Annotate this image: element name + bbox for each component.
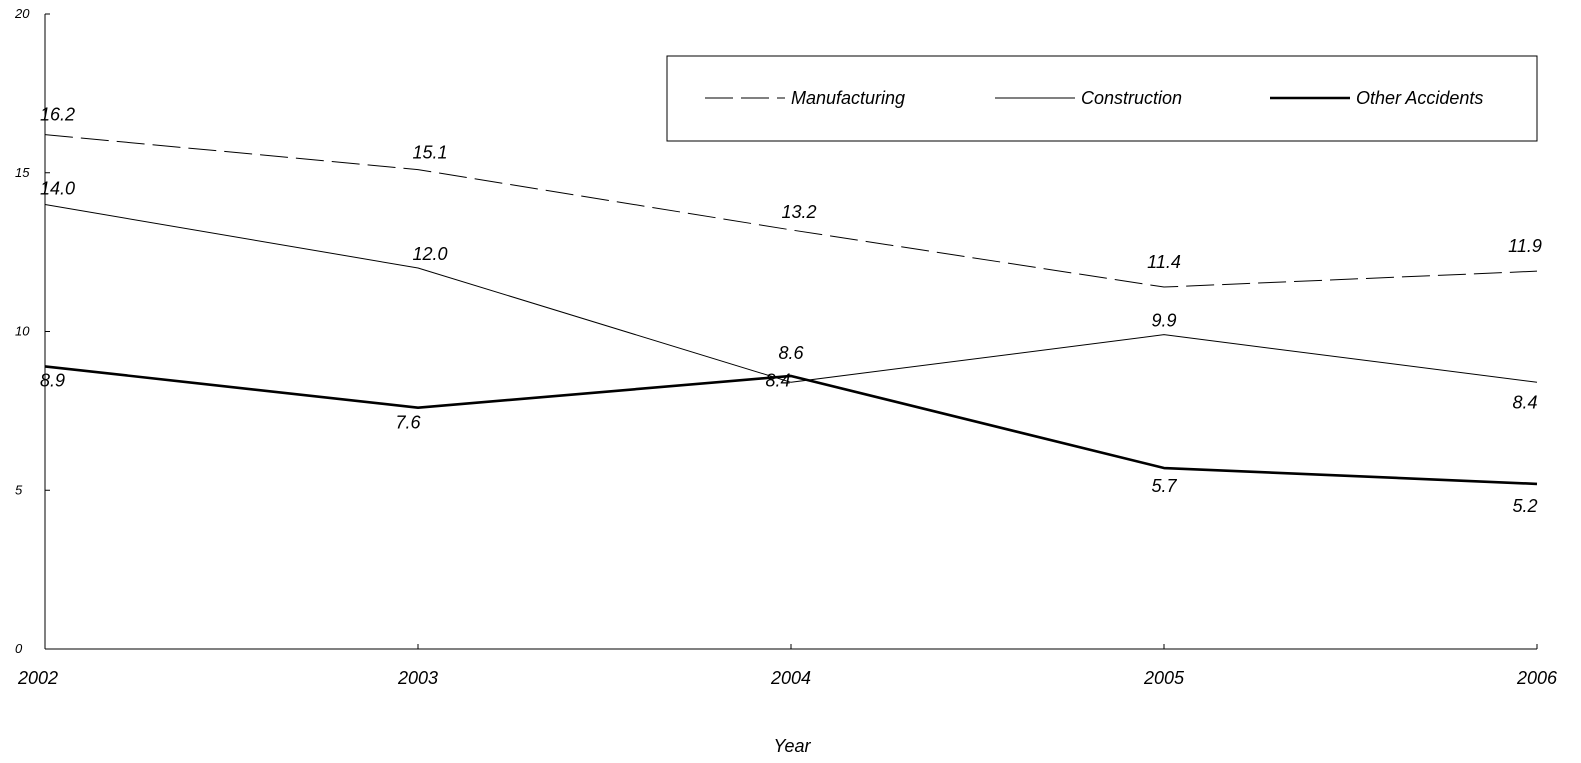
- data-label: 8.6: [778, 343, 804, 363]
- series-line-construction: [44, 204, 1538, 383]
- data-labels: 16.2 15.1 13.2 11.4 11.9 14.0 12.0 8.4 9.9 8.4 8.9…: [40, 105, 1542, 516]
- y-tick-label: 15: [15, 165, 30, 180]
- data-label: 13.2: [781, 202, 816, 222]
- y-axis: 0 5 10 15 20: [14, 6, 50, 656]
- data-label: 11.9: [1508, 236, 1542, 256]
- data-label: 15.1: [412, 143, 447, 163]
- x-tick-label: 2005: [1143, 668, 1185, 688]
- x-tick-label: 2002: [17, 668, 58, 688]
- x-tick-label: 2003: [397, 668, 438, 688]
- data-label: 8.9: [40, 370, 65, 390]
- x-tick-label: 2006: [1516, 668, 1558, 688]
- data-label: 11.4: [1147, 252, 1181, 272]
- legend-label: Construction: [1081, 88, 1182, 108]
- data-label: 7.6: [395, 413, 421, 433]
- data-label: 9.9: [1151, 311, 1176, 331]
- legend-label: Other Accidents: [1356, 88, 1483, 108]
- x-axis-title: Year: [773, 736, 811, 756]
- y-tick-label: 10: [15, 324, 30, 339]
- legend: Manufacturing Construction Other Accidents: [666, 55, 1538, 142]
- data-label: 8.4: [1512, 392, 1537, 412]
- data-label: 8.4: [765, 370, 790, 390]
- data-label: 12.0: [412, 244, 447, 264]
- legend-box: [666, 55, 1538, 142]
- y-tick-label: 0: [15, 641, 23, 656]
- data-label: 5.2: [1512, 496, 1537, 516]
- legend-label: Manufacturing: [791, 88, 905, 108]
- y-tick-label: 5: [15, 482, 23, 497]
- data-label: 16.2: [40, 105, 75, 125]
- x-axis: 2002 2003 2004 2005 2006: [17, 644, 1558, 688]
- data-label: 5.7: [1151, 476, 1177, 496]
- data-label: 14.0: [40, 179, 75, 199]
- series-line-other-accidents: [44, 365, 1538, 486]
- series-lines: [44, 134, 1538, 486]
- x-tick-label: 2004: [770, 668, 811, 688]
- y-tick-label: 20: [14, 6, 30, 21]
